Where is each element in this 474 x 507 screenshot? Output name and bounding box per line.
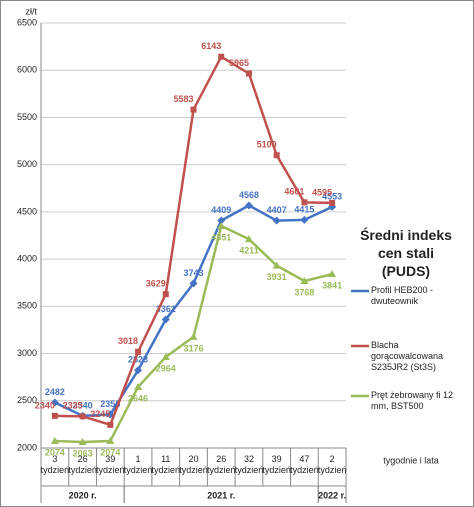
point <box>106 437 115 445</box>
point <box>217 221 226 229</box>
point <box>300 215 309 224</box>
data-label: 3841 <box>322 281 342 291</box>
point <box>301 199 308 206</box>
chart-title: Średni indeks cen stali (PUDS) <box>360 227 452 279</box>
group-label: 2020 r. <box>69 490 97 500</box>
data-label: 3361 <box>156 304 176 314</box>
data-label: 2823 <box>128 355 148 365</box>
data-label: 4553 <box>322 191 342 201</box>
x-tick-label: 11 tydzień <box>151 454 181 475</box>
point <box>244 235 253 243</box>
point <box>300 277 309 285</box>
x-tick-label: 26 tydzień <box>206 454 236 475</box>
point <box>161 315 170 324</box>
data-label: 4568 <box>239 190 259 200</box>
data-label: 2245 <box>90 409 110 419</box>
group-label: 2022 r. <box>318 490 346 500</box>
data-label: 3743 <box>183 268 203 278</box>
data-label: 2355 <box>100 399 120 409</box>
data-label: 3768 <box>294 287 314 297</box>
x-tick-label: 2 tydzień <box>317 454 347 475</box>
data-label: 2074 <box>100 447 120 457</box>
point <box>190 106 197 113</box>
data-label: 2340 <box>73 400 93 410</box>
point <box>272 216 281 225</box>
point <box>189 279 198 288</box>
data-label: 4415 <box>294 204 314 214</box>
x-tick-label: 20 tydzień <box>179 454 208 475</box>
y-tick-label: 4500 <box>17 206 37 216</box>
data-label: 4351 <box>211 232 231 242</box>
data-label: 4211 <box>239 246 259 256</box>
y-tick-label: 6000 <box>17 65 37 75</box>
series-line <box>54 204 333 418</box>
point <box>79 413 86 420</box>
legend-label: Blacha gorącowalcowana S235JR2 (St3S) <box>371 340 444 372</box>
point <box>218 53 225 60</box>
data-label: 4595 <box>312 187 332 197</box>
data-label: 2074 <box>45 447 65 457</box>
data-label: 4601 <box>284 187 304 197</box>
y-tick-label: 6500 <box>17 17 37 27</box>
x-tick-label: 1 tydzień <box>123 454 153 475</box>
data-label: 4409 <box>211 205 231 215</box>
point <box>78 438 87 446</box>
x-tick-label: 3 tydzień <box>40 454 70 475</box>
point <box>134 366 143 375</box>
y-tick-label: 3000 <box>17 348 37 358</box>
data-label: 5100 <box>257 140 277 150</box>
data-label: 3176 <box>183 343 203 353</box>
x-tick-label: 47 tydzień <box>290 454 319 475</box>
x-tick-label: 39 tydzień <box>262 454 291 475</box>
data-label: 2964 <box>156 363 176 373</box>
x-tick-label: 26 tydzień <box>68 454 97 475</box>
point <box>273 152 280 159</box>
y-tick-label: 4000 <box>17 253 37 263</box>
data-label: 2340 <box>35 400 55 410</box>
y-tick-label: 3500 <box>17 301 37 311</box>
data-label: 4407 <box>267 205 287 215</box>
data-label: 5583 <box>173 94 193 104</box>
data-label: 3931 <box>267 272 287 282</box>
point <box>162 291 169 298</box>
data-label: 2482 <box>45 387 65 397</box>
y-tick-label: 2000 <box>17 442 37 452</box>
legend-label: Pręt żebrowany fi 12 mm, BST500 <box>371 390 454 411</box>
legend-label: Profil HEB200 - dwuteownik <box>371 285 434 306</box>
point <box>244 201 253 210</box>
data-label: 2646 <box>128 393 148 403</box>
data-label: 2335 <box>63 401 83 411</box>
data-label: 6143 <box>201 41 221 51</box>
point <box>135 348 142 355</box>
x-tick-label: 32 tydzień <box>234 454 264 475</box>
data-label: 2063 <box>73 448 93 458</box>
y-tick-label: 5000 <box>17 159 37 169</box>
point <box>50 437 59 445</box>
point <box>217 216 226 225</box>
point <box>134 382 143 390</box>
point <box>189 332 198 340</box>
point <box>245 70 252 77</box>
data-label: 3629 <box>146 279 166 289</box>
point <box>161 352 170 360</box>
point <box>51 412 58 419</box>
point <box>329 199 336 206</box>
y-tick-label: 2500 <box>17 395 37 405</box>
y-axis-label: zł/t <box>25 6 37 16</box>
point <box>328 270 337 278</box>
point <box>107 421 114 428</box>
data-label: 3018 <box>118 336 138 346</box>
group-label: 2021 r. <box>207 490 235 500</box>
x-axis-label: tygodnie i lata <box>383 455 439 465</box>
y-tick-label: 5500 <box>17 112 37 122</box>
data-label: 5965 <box>229 58 249 68</box>
point <box>50 398 59 407</box>
x-tick-label: 39 tydzień <box>96 454 125 475</box>
point <box>272 261 281 269</box>
